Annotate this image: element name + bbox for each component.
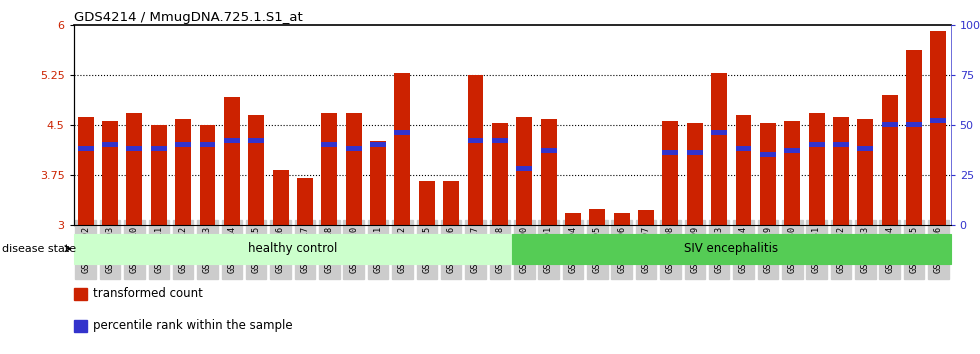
Bar	[662, 150, 678, 155]
Bar	[395, 131, 411, 135]
Bar	[321, 142, 337, 147]
Bar	[200, 125, 216, 225]
Bar	[711, 73, 727, 225]
Text: SIV encephalitis: SIV encephalitis	[684, 242, 778, 255]
Bar	[613, 213, 629, 225]
Bar	[492, 124, 508, 225]
Bar	[833, 117, 849, 225]
Bar	[516, 117, 532, 225]
Bar	[346, 147, 362, 151]
Bar	[248, 138, 265, 143]
Bar	[346, 113, 362, 225]
Bar	[711, 131, 727, 135]
Bar	[930, 119, 947, 123]
Bar	[370, 142, 386, 225]
Bar	[74, 234, 512, 264]
Bar	[541, 148, 557, 153]
Text: disease state: disease state	[2, 244, 76, 254]
Bar	[224, 97, 240, 225]
Bar	[833, 142, 849, 147]
Bar	[467, 138, 483, 143]
Text: percentile rank within the sample: percentile rank within the sample	[93, 319, 293, 332]
Bar	[395, 73, 411, 225]
Bar	[248, 115, 265, 225]
Bar	[200, 142, 216, 147]
Bar	[808, 142, 824, 147]
Bar	[882, 122, 898, 127]
Bar	[662, 121, 678, 225]
Bar	[565, 213, 581, 225]
Bar	[784, 121, 800, 225]
Bar	[102, 142, 118, 147]
Bar	[126, 113, 142, 225]
Bar	[74, 288, 87, 300]
Bar	[492, 138, 508, 143]
Bar	[736, 115, 752, 225]
Bar	[370, 142, 386, 147]
Bar	[77, 117, 94, 225]
Bar	[784, 148, 800, 153]
Bar	[175, 142, 191, 147]
Bar	[808, 113, 824, 225]
Bar	[687, 124, 703, 225]
Bar	[74, 320, 87, 332]
Text: GDS4214 / MmugDNA.725.1.S1_at: GDS4214 / MmugDNA.725.1.S1_at	[74, 11, 302, 24]
Bar	[760, 153, 776, 157]
Bar	[930, 32, 947, 225]
Bar	[443, 182, 459, 225]
Bar	[512, 234, 951, 264]
Bar	[687, 150, 703, 155]
Text: transformed count: transformed count	[93, 287, 203, 301]
Bar	[906, 50, 922, 225]
Bar	[224, 138, 240, 143]
Bar	[297, 178, 313, 225]
Bar	[858, 119, 873, 225]
Bar	[541, 119, 557, 225]
Bar	[175, 119, 191, 225]
Bar	[760, 124, 776, 225]
Bar	[321, 113, 337, 225]
Bar	[126, 147, 142, 151]
Bar	[638, 210, 654, 225]
Bar	[418, 182, 435, 225]
Bar	[102, 121, 118, 225]
Bar	[589, 210, 606, 225]
Bar	[906, 122, 922, 127]
Bar	[467, 75, 483, 225]
Bar	[272, 170, 288, 225]
Bar	[882, 95, 898, 225]
Text: healthy control: healthy control	[248, 242, 337, 255]
Bar	[151, 125, 167, 225]
Bar	[736, 147, 752, 151]
Bar	[858, 147, 873, 151]
Bar	[77, 147, 94, 151]
Bar	[151, 147, 167, 151]
Bar	[516, 166, 532, 171]
